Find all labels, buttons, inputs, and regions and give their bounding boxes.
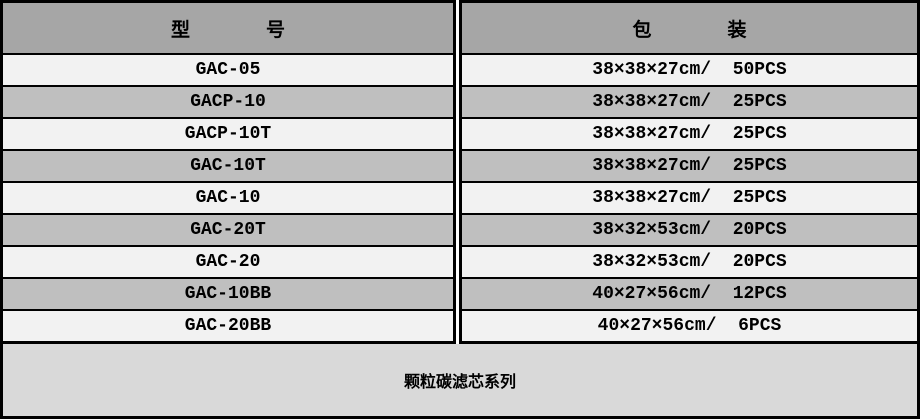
table-row: 38×38×27cm/ 25PCS xyxy=(462,183,917,213)
column-gap xyxy=(456,0,459,344)
table-row: 38×38×27cm/ 25PCS xyxy=(462,119,917,149)
model-cell: GAC-20T xyxy=(190,220,266,240)
packaging-cell: 38×38×27cm/ 25PCS xyxy=(592,188,787,208)
packaging-cell: 38×32×53cm/ 20PCS xyxy=(592,220,787,240)
table-row: 38×38×27cm/ 25PCS xyxy=(462,87,917,117)
table-row: GAC-05 xyxy=(3,55,453,85)
packaging-header-label: 包 装 xyxy=(632,19,747,41)
table-row: 38×38×27cm/ 50PCS xyxy=(462,55,917,85)
spec-columns: 型 号 GAC-05 GACP-10 GACP-10T GAC-10T GAC-… xyxy=(0,0,920,344)
model-cell: GAC-05 xyxy=(195,60,261,80)
model-cell: GAC-20BB xyxy=(184,316,272,336)
packaging-cell: 38×38×27cm/ 25PCS xyxy=(592,92,787,112)
packaging-column: 包 装 38×38×27cm/ 50PCS 38×38×27cm/ 25PCS … xyxy=(459,0,920,344)
model-cell: GACP-10T xyxy=(184,124,272,144)
packaging-cell: 40×27×56cm/ 12PCS xyxy=(592,284,787,304)
packaging-cell: 38×32×53cm/ 20PCS xyxy=(592,252,787,272)
packaging-cell: 38×38×27cm/ 50PCS xyxy=(592,60,787,80)
table-row: GAC-10BB xyxy=(3,279,453,309)
model-cell: GACP-10 xyxy=(190,92,266,112)
table-row: 38×32×53cm/ 20PCS xyxy=(462,215,917,245)
table-row: GAC-20T xyxy=(3,215,453,245)
model-cell: GAC-10T xyxy=(190,156,266,176)
model-column-header: 型 号 xyxy=(3,3,453,53)
table-row: 38×38×27cm/ 25PCS xyxy=(462,151,917,181)
table-row: GACP-10 xyxy=(3,87,453,117)
table-row: GAC-20BB xyxy=(3,311,453,341)
table-row: 40×27×56cm/ 6PCS xyxy=(462,311,917,341)
model-cell: GAC-20 xyxy=(195,252,261,272)
table-row: 38×32×53cm/ 20PCS xyxy=(462,247,917,277)
packaging-cell: 38×38×27cm/ 25PCS xyxy=(592,124,787,144)
series-label: 颗粒碳滤芯系列 xyxy=(403,374,516,391)
model-cell: GAC-10BB xyxy=(184,284,272,304)
packaging-column-header: 包 装 xyxy=(462,3,917,53)
model-cell: GAC-10 xyxy=(195,188,261,208)
table-row: GAC-20 xyxy=(3,247,453,277)
table-row: GACP-10T xyxy=(3,119,453,149)
table-row: GAC-10 xyxy=(3,183,453,213)
table-row: GAC-10T xyxy=(3,151,453,181)
packaging-cell: 40×27×56cm/ 6PCS xyxy=(597,316,782,336)
model-header-label: 型 号 xyxy=(170,19,285,41)
series-footer: 颗粒碳滤芯系列 xyxy=(0,344,920,419)
table-row: 40×27×56cm/ 12PCS xyxy=(462,279,917,309)
model-column: 型 号 GAC-05 GACP-10 GACP-10T GAC-10T GAC-… xyxy=(0,0,456,344)
packaging-cell: 38×38×27cm/ 25PCS xyxy=(592,156,787,176)
